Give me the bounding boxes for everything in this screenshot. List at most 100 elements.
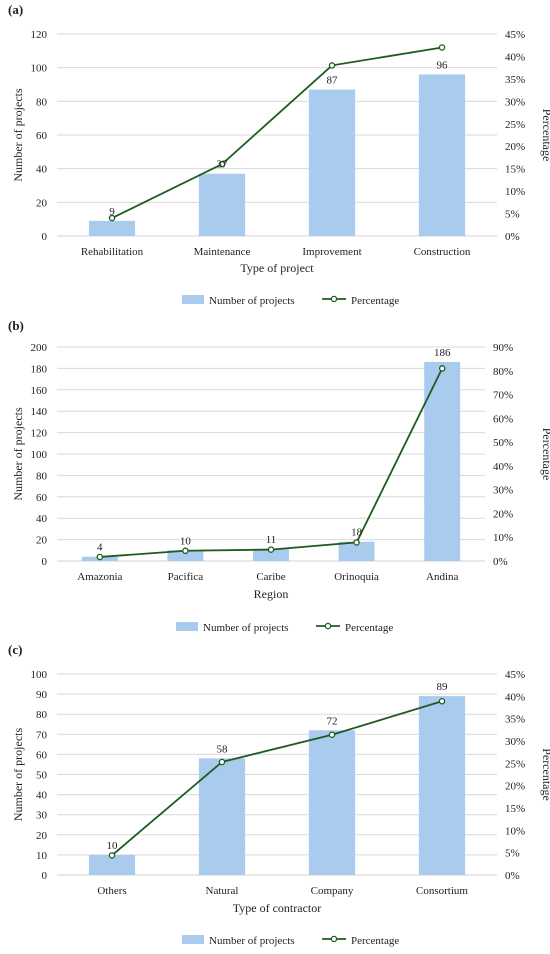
bar-data-label: 186 — [434, 347, 451, 359]
y-tick-label: 60 — [36, 749, 48, 761]
bar-data-label: 11 — [266, 534, 277, 546]
y-tick-label: 30 — [36, 810, 48, 822]
y2-tick-label: 50% — [493, 437, 513, 449]
y2-axis-title: Percentage — [540, 748, 550, 801]
y2-tick-label: 35% — [505, 714, 525, 726]
y2-tick-label: 15% — [505, 803, 525, 815]
y-tick-label: 40 — [36, 164, 48, 176]
bar — [88, 854, 136, 875]
y2-tick-label: 30% — [505, 736, 525, 748]
y2-tick-label: 25% — [505, 758, 525, 770]
legend-swatch-marker — [330, 935, 338, 943]
y2-tick-label: 45% — [505, 29, 525, 41]
percentage-marker — [438, 697, 446, 705]
y-tick-label: 80 — [36, 470, 48, 482]
percentage-marker — [438, 365, 446, 372]
bar-data-label: 96 — [437, 59, 449, 71]
bar — [418, 696, 466, 875]
y-tick-label: 60 — [36, 492, 48, 504]
y2-tick-label: 0% — [505, 870, 520, 882]
legend-label-bar: Number of projects — [209, 935, 295, 947]
y-tick-label: 100 — [31, 63, 48, 75]
x-tick-label: Pacifica — [168, 571, 204, 583]
y2-tick-label: 80% — [493, 366, 513, 378]
percentage-line — [111, 46, 443, 219]
y-tick-label: 180 — [31, 363, 48, 375]
y2-tick-label: 5% — [505, 848, 520, 860]
percentage-marker — [328, 62, 336, 69]
y-axis-title: Number of projects — [11, 728, 25, 822]
y-tick-label: 200 — [31, 342, 48, 354]
y2-tick-label: 40% — [493, 461, 513, 473]
percentage-line — [111, 700, 443, 857]
bar — [167, 550, 204, 561]
y2-tick-label: 25% — [505, 119, 525, 131]
legend-swatch-marker — [330, 295, 338, 303]
bar-data-label: 10 — [180, 535, 192, 547]
bar — [418, 74, 466, 237]
chart-panel-b: (b) 0 20 40 60 80 100 120 140 160 180 200 0% 10% 20% 30… — [8, 318, 550, 634]
y-tick-label: 120 — [31, 428, 48, 440]
y2-tick-label: 45% — [505, 669, 525, 681]
bar — [308, 89, 356, 236]
y-tick-label: 20 — [36, 197, 48, 209]
y2-tick-label: 30% — [505, 96, 525, 108]
bar-data-label: 9 — [109, 206, 115, 218]
x-tick-label: Others — [97, 885, 126, 897]
chart-panel-c: (c) 0 10 20 30 40 50 60 70 80 90 100 0% 5% 10% 15% 20% 25… — [8, 642, 550, 947]
y-tick-label: 40 — [36, 790, 48, 802]
y-tick-label: 50 — [36, 770, 48, 782]
percentage-marker — [96, 553, 104, 561]
panel-label: (c) — [8, 642, 22, 657]
percentage-marker — [328, 731, 336, 738]
y2-tick-label: 20% — [493, 508, 513, 520]
bar — [198, 173, 246, 236]
y2-tick-label: 40% — [505, 691, 525, 703]
legend-label-bar: Number of projects — [203, 622, 289, 634]
y-tick-label: 20 — [36, 830, 48, 842]
y2-tick-label: 70% — [493, 390, 513, 402]
y2-tick-label: 10% — [505, 186, 525, 198]
y2-tick-label: 35% — [505, 74, 525, 86]
y-tick-label: 100 — [31, 669, 48, 681]
bar — [88, 220, 136, 236]
y2-tick-label: 40% — [505, 51, 525, 63]
bar-data-label: 4 — [97, 542, 103, 554]
bar — [308, 730, 356, 875]
y2-tick-label: 30% — [493, 485, 513, 497]
percentage-line — [99, 368, 444, 558]
y2-axis-title: Percentage — [540, 428, 550, 481]
y-tick-label: 120 — [31, 29, 48, 41]
percentage-marker — [108, 214, 116, 222]
chart-panel-a: (a) 0 20 40 60 80 100 120 0% 5% 10% 15% 20% 25% 30% 35%… — [8, 2, 550, 307]
x-tick-label: Orinoquia — [334, 571, 379, 583]
legend-label-line: Percentage — [345, 622, 393, 634]
y-tick-label: 100 — [31, 449, 48, 461]
y2-axis-title: Percentage — [540, 109, 550, 162]
bar — [253, 549, 289, 561]
x-tick-label: Maintenance — [194, 246, 251, 258]
bar-data-label: 58 — [217, 743, 229, 755]
legend-label-line: Percentage — [351, 295, 399, 307]
percentage-marker — [108, 852, 116, 859]
y2-tick-label: 0% — [505, 231, 520, 243]
y-tick-label: 0 — [42, 231, 48, 243]
y2-tick-label: 20% — [505, 781, 525, 793]
y-tick-label: 40 — [36, 513, 48, 525]
x-tick-label: Rehabilitation — [81, 246, 144, 258]
percentage-marker — [182, 547, 189, 555]
percentage-marker — [267, 546, 275, 553]
y-tick-label: 80 — [36, 96, 48, 108]
y-tick-label: 90 — [36, 689, 48, 701]
y-tick-label: 10 — [36, 850, 48, 862]
y2-tick-label: 0% — [493, 556, 508, 568]
y-tick-label: 0 — [42, 556, 48, 568]
panel-label: (a) — [8, 2, 23, 17]
y2-tick-label: 15% — [505, 164, 525, 176]
bar-data-label: 89 — [437, 681, 449, 693]
x-tick-label: Caribe — [256, 571, 285, 583]
legend-swatch-bar — [182, 935, 204, 944]
x-tick-label: Andina — [426, 571, 459, 583]
bar — [198, 758, 246, 875]
